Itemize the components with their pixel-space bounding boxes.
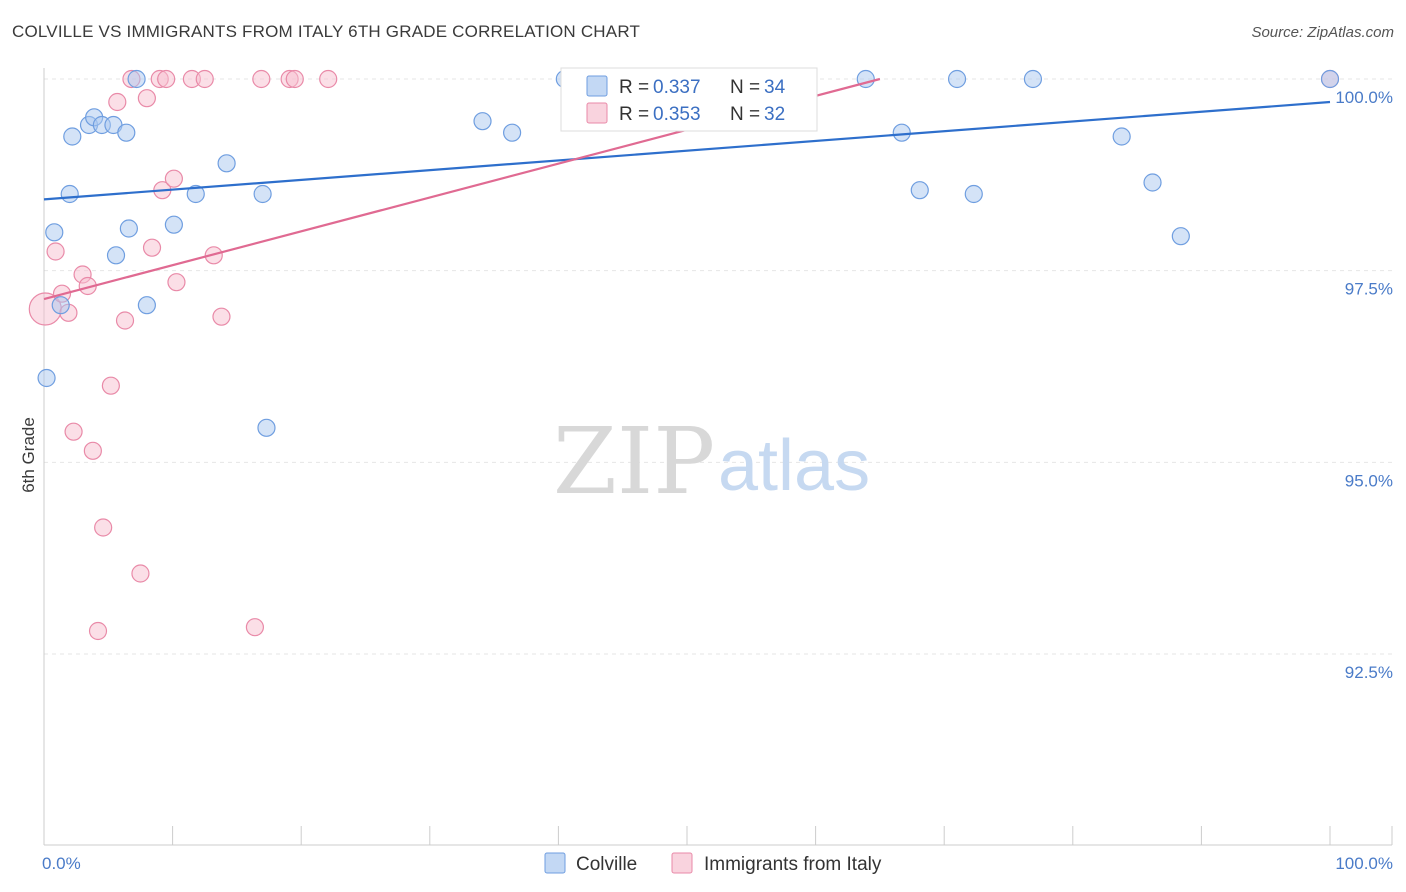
data-point [106, 246, 126, 265]
data-point [1112, 127, 1131, 146]
data-point [137, 296, 156, 315]
bottom-legend: Colville Immigrants from Italy [544, 852, 882, 875]
bottom-legend-label-colville: Colville [576, 854, 637, 875]
bottom-legend-swatch-pink [671, 852, 693, 874]
data-point [142, 238, 162, 257]
data-point [319, 69, 338, 89]
data-point [186, 184, 205, 204]
legend-r-value-pink: 0.353 [653, 104, 701, 125]
data-point [37, 368, 56, 388]
data-point [253, 184, 272, 204]
data-point [1023, 69, 1043, 89]
data-point [473, 112, 492, 131]
bottom-legend-label-italy: Immigrants from Italy [704, 854, 882, 875]
data-point [119, 219, 138, 238]
x-tick-label: 0.0% [42, 854, 81, 873]
chart-title: COLVILLE VS IMMIGRANTS FROM ITALY 6TH GR… [12, 22, 641, 41]
watermark-atlas: atlas [718, 426, 870, 506]
data-point [46, 242, 65, 261]
trend-line-blue [43, 100, 1331, 201]
legend-swatch-pink [586, 102, 608, 124]
data-point [503, 123, 522, 142]
series-colville-points [37, 69, 1340, 437]
data-point [60, 184, 79, 204]
bottom-legend-swatch-blue [544, 852, 566, 874]
legend-n-value-blue: 34 [764, 77, 786, 98]
data-point [910, 181, 929, 200]
y-axis-label: 6th Grade [19, 417, 38, 493]
data-point [131, 564, 150, 583]
data-point [64, 422, 83, 441]
data-point [164, 169, 183, 188]
y-tick-label: 97.5% [1345, 280, 1393, 299]
legend-r-label-pink: R = [619, 104, 649, 125]
data-point [947, 69, 967, 89]
data-point [137, 89, 156, 108]
legend-swatch-blue [586, 75, 608, 97]
watermark: ZIP atlas [553, 408, 870, 515]
data-point [245, 618, 265, 637]
data-point [101, 376, 120, 395]
data-point [964, 184, 983, 204]
legend-n-label-pink: N = [730, 104, 760, 125]
data-point [63, 127, 82, 146]
data-point [88, 621, 108, 641]
data-point [167, 273, 186, 292]
legend-r-value-blue: 0.337 [653, 77, 701, 98]
x-tick-label: 100.0% [1335, 854, 1393, 873]
axes [43, 68, 1393, 846]
legend-n-value-pink: 32 [764, 104, 785, 125]
data-point [257, 418, 276, 437]
data-point [157, 69, 176, 89]
data-point [164, 215, 183, 234]
data-point [1143, 173, 1162, 192]
data-point [892, 123, 911, 142]
data-point [252, 69, 271, 89]
data-point [94, 518, 113, 537]
data-point [108, 92, 127, 112]
data-point [115, 311, 135, 330]
y-tick-label: 92.5% [1345, 663, 1393, 682]
data-point [285, 69, 304, 89]
data-point [117, 123, 136, 142]
data-point [83, 441, 102, 460]
series-immigrants-from-italy-points [28, 69, 1340, 641]
data-point [45, 223, 64, 242]
data-point [51, 296, 70, 315]
watermark-zip: ZIP [553, 408, 715, 515]
tick-labels: 100.0% 97.5% 95.0% 92.5% 0.0% 100.0% [42, 88, 1393, 873]
data-point [195, 69, 214, 89]
y-tick-label: 95.0% [1345, 471, 1393, 490]
gridlines [44, 78, 1392, 655]
legend-r-label-blue: R = [619, 77, 649, 98]
data-point [217, 154, 236, 173]
legend-n-label-blue: N = [730, 77, 760, 98]
data-point [212, 307, 231, 326]
data-point [1171, 227, 1190, 246]
legend: R = 0.337 N = 34 R = 0.353 N = 32 [560, 67, 818, 132]
y-tick-label: 100.0% [1335, 88, 1393, 107]
source-label: Source: ZipAtlas.com [1251, 24, 1394, 41]
data-point [127, 69, 146, 89]
data-point [1320, 69, 1340, 89]
